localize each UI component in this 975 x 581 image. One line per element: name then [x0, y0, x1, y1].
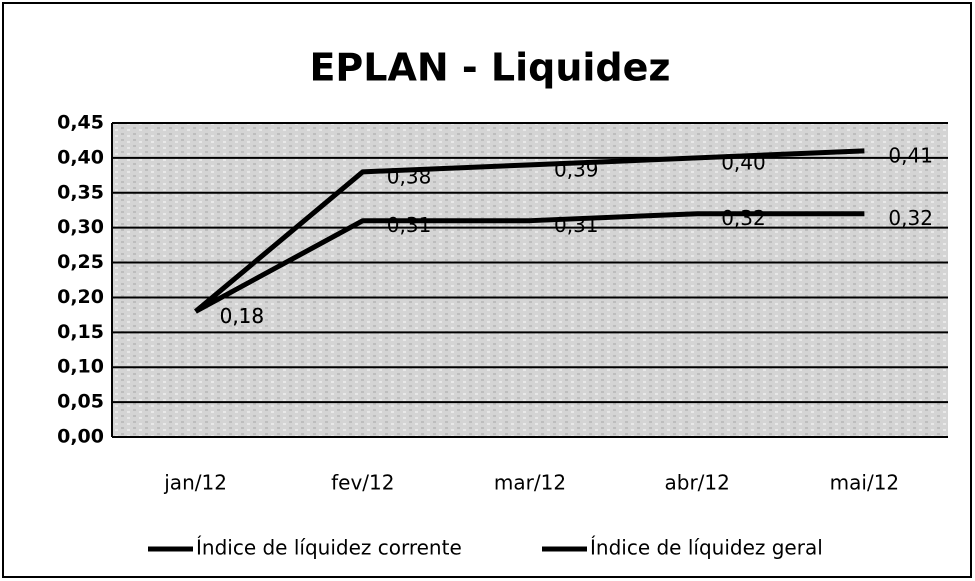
y-tick-label: 0,05: [57, 391, 104, 413]
data-label: 0,32: [888, 206, 933, 230]
x-tick-label: mai/12: [830, 471, 899, 495]
x-tick-label: mar/12: [494, 471, 566, 495]
data-label: 0,32: [721, 206, 766, 230]
series-line: [194, 211, 865, 314]
x-tick-label: jan/12: [163, 471, 227, 495]
plot-area: [112, 123, 948, 437]
data-label: 0,31: [554, 213, 599, 237]
y-tick-label: 0,45: [57, 112, 104, 134]
legend-label: Índice de líquidez corrente: [196, 536, 462, 560]
data-label: 0,18: [220, 304, 265, 328]
x-tick-label: abr/12: [665, 471, 730, 495]
data-label: 0,31: [387, 213, 432, 237]
data-label: 0,40: [721, 150, 766, 174]
data-label: 0,18: [220, 304, 265, 328]
y-tick-label: 0,20: [57, 286, 104, 308]
data-label: 0,39: [554, 157, 599, 181]
y-tick-label: 0,30: [57, 216, 104, 238]
data-label: 0,38: [387, 164, 432, 188]
y-tick-label: 0,15: [57, 321, 104, 343]
y-tick-label: 0,40: [57, 146, 104, 168]
chart-title: EPLAN - Liquidez: [309, 46, 670, 90]
y-tick-label: 0,10: [57, 356, 104, 378]
y-tick-label: 0,25: [57, 251, 104, 273]
data-label: 0,41: [888, 143, 933, 167]
x-tick-label: fev/12: [331, 471, 394, 495]
y-tick-label: 0,00: [57, 426, 104, 448]
y-tick-label: 0,35: [57, 181, 104, 203]
legend-label: Índice de líquidez geral: [590, 536, 823, 560]
series-line: [193, 148, 865, 314]
